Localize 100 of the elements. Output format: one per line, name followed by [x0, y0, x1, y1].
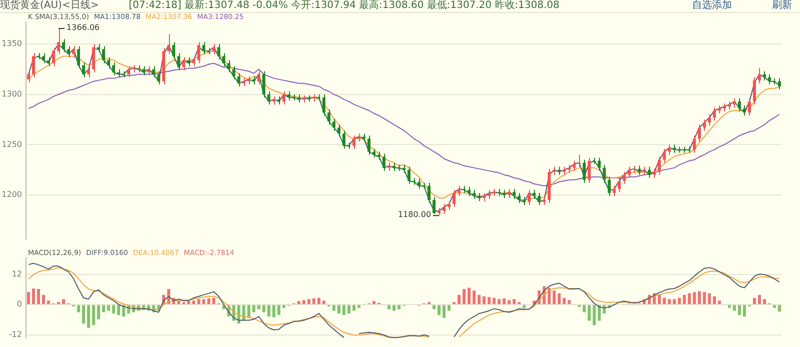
- bar: [438, 305, 441, 315]
- bar: [472, 290, 476, 304]
- bar: [512, 299, 516, 304]
- candlestick: [227, 60, 230, 73]
- bar: [598, 305, 601, 321]
- candlestick: [418, 178, 421, 190]
- annotation: 1366.06: [66, 23, 100, 32]
- bar: [672, 299, 676, 304]
- candlestick: [442, 204, 446, 215]
- candlestick: [107, 56, 110, 69]
- text: 自选添加: [692, 0, 732, 11]
- bar: [317, 298, 320, 304]
- bar: [762, 299, 766, 304]
- candlestick: [72, 46, 76, 58]
- candlestick: [132, 64, 136, 73]
- candlestick: [47, 56, 50, 67]
- candlestick: [758, 68, 761, 84]
- bar: [297, 301, 300, 304]
- candlestick: [628, 166, 631, 178]
- candlestick: [448, 200, 451, 211]
- candlestick: [488, 189, 491, 200]
- y-tick-label: 1300: [2, 89, 22, 98]
- candlestick: [408, 166, 411, 184]
- candlestick: [588, 157, 591, 184]
- bar: [112, 305, 116, 314]
- candlestick: [202, 42, 206, 55]
- bar: [478, 294, 481, 304]
- bar: [302, 300, 306, 304]
- bar: [482, 296, 486, 304]
- bar: [32, 288, 36, 304]
- bar: [212, 298, 216, 304]
- bar: [347, 305, 350, 314]
- candlestick: [572, 160, 576, 172]
- bar: [582, 305, 586, 312]
- bar: [392, 305, 396, 311]
- y-tick-label: 0: [16, 300, 22, 309]
- bar: [492, 298, 496, 304]
- bar: [27, 292, 30, 304]
- candlestick: [197, 42, 200, 64]
- candlestick: [372, 148, 376, 158]
- candlestick: [752, 76, 756, 105]
- candlestick: [332, 118, 336, 132]
- candlestick: [77, 46, 80, 69]
- candlestick: [508, 188, 511, 198]
- bar: [267, 305, 270, 317]
- candlestick: [648, 166, 651, 178]
- bar: [592, 305, 596, 326]
- candlestick: [538, 192, 541, 206]
- candlestick: [102, 46, 106, 64]
- candlestick: [452, 189, 456, 208]
- bar: [432, 305, 436, 310]
- y-tick-label: 1250: [2, 140, 22, 149]
- candlestick: [472, 189, 476, 200]
- bar: [272, 305, 276, 318]
- candlestick: [382, 153, 386, 172]
- candlestick: [87, 66, 90, 78]
- bar: [498, 299, 501, 304]
- candlestick: [662, 148, 666, 164]
- candlestick: [512, 188, 516, 200]
- candlestick: [352, 135, 356, 150]
- bar: [262, 305, 266, 312]
- candlestick: [762, 70, 766, 81]
- bar: [668, 299, 671, 304]
- bar: [682, 294, 686, 304]
- bar: [658, 294, 661, 304]
- candlestick: [112, 62, 116, 76]
- bar: [728, 305, 731, 308]
- bar: [197, 299, 200, 304]
- candlestick: [172, 42, 176, 60]
- candlestick: [702, 119, 706, 132]
- bar: [508, 300, 511, 304]
- candlestick: [708, 114, 711, 126]
- bar: [192, 300, 196, 304]
- candlestick: [738, 98, 741, 112]
- bar: [247, 305, 250, 318]
- candlestick: [167, 34, 170, 55]
- bar: [37, 289, 40, 304]
- candlestick: [42, 52, 46, 64]
- bar: [752, 298, 756, 304]
- bar: [202, 299, 206, 304]
- candlestick: [287, 90, 290, 101]
- bar: [462, 289, 466, 304]
- bar: [458, 294, 461, 304]
- candlestick: [428, 182, 431, 204]
- bar: [688, 293, 691, 304]
- candlestick: [232, 66, 236, 80]
- bar: [282, 305, 286, 308]
- candlestick: [222, 52, 226, 67]
- candlestick: [768, 74, 771, 85]
- candlestick: [322, 94, 326, 116]
- bar: [87, 305, 90, 328]
- bar: [102, 305, 106, 312]
- bar: [372, 301, 376, 304]
- candlestick: [217, 44, 220, 60]
- bar: [468, 288, 471, 304]
- bar: [712, 296, 716, 304]
- candlestick: [257, 70, 260, 85]
- candlestick: [748, 98, 751, 116]
- bar: [502, 298, 506, 304]
- candlestick: [267, 90, 270, 105]
